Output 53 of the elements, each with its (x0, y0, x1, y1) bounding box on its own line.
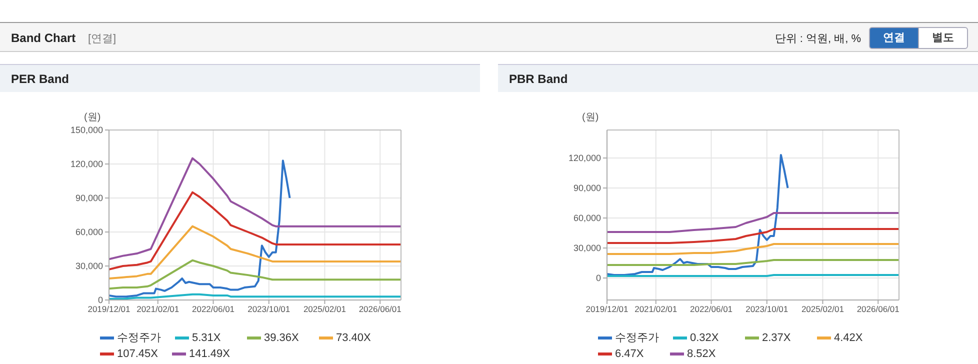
chart-title: PBR Band (509, 72, 568, 86)
text: 단위 : 억원, 배, % (774, 32, 861, 46)
text: 별도 (918, 27, 968, 49)
line-series (109, 225, 401, 280)
y-tick-label: 90,000 (573, 183, 601, 194)
x-tick-label: 2022/06/01 (192, 304, 235, 314)
legend-label: 73.40X (335, 331, 372, 346)
legend-label: 39.36X (263, 331, 300, 346)
y-tick-label: 60,000 (573, 213, 601, 224)
line-series (109, 157, 401, 260)
x-tick-label: 2022/06/01 (690, 304, 733, 314)
x-tick-label: 2026/06/01 (358, 304, 402, 314)
line-series (607, 243, 899, 255)
y-tick-label: 120,000 (70, 159, 103, 170)
legend-label: 4.42X (833, 331, 864, 346)
y-tick-label: 0 (98, 295, 103, 306)
x-tick-label: 2026/06/01 (856, 304, 900, 314)
text: [연결] (88, 32, 116, 46)
y-axis-title: (원) (84, 111, 101, 124)
chart-title: PER Band (11, 72, 70, 86)
y-axis-title: (원) (582, 111, 599, 124)
x-tick-label: 2025/02/01 (801, 304, 844, 314)
y-tick-label: 120,000 (568, 153, 601, 164)
legend-label: 5.31X (191, 331, 222, 346)
legend-label: 수정주가 (614, 331, 659, 346)
line-series (607, 154, 789, 276)
line-series (607, 212, 899, 233)
x-tick-label: 2019/12/01 (586, 304, 629, 314)
line-series (109, 160, 291, 298)
legend-label: 107.45X (116, 347, 158, 362)
legend-label: 2.37X (761, 331, 792, 346)
line-series (109, 191, 401, 270)
x-tick-label: 2025/02/01 (303, 304, 346, 314)
legend-label: 0.32X (689, 331, 720, 346)
x-tick-label: 2021/02/01 (634, 304, 678, 314)
legend-label: 6.47X (614, 347, 645, 362)
text: Band Chart (11, 31, 76, 45)
y-tick-label: 0 (596, 273, 601, 284)
text: 연결 (869, 27, 919, 49)
y-tick-label: 150,000 (70, 125, 103, 136)
x-tick-label: 2023/10/01 (248, 304, 290, 314)
y-tick-label: 30,000 (573, 243, 601, 254)
x-tick-label: 2021/02/01 (136, 304, 180, 314)
y-tick-label: 30,000 (75, 261, 103, 272)
y-tick-label: 60,000 (75, 227, 103, 238)
line-series (109, 259, 401, 290)
legend-label: 수정주가 (116, 331, 161, 346)
line-series (607, 228, 899, 244)
y-tick-label: 90,000 (75, 193, 103, 204)
x-tick-label: 2019/12/01 (88, 304, 131, 314)
legend-label: 8.52X (686, 347, 717, 362)
x-tick-label: 2023/10/01 (746, 304, 788, 314)
legend-label: 141.49X (188, 347, 230, 362)
